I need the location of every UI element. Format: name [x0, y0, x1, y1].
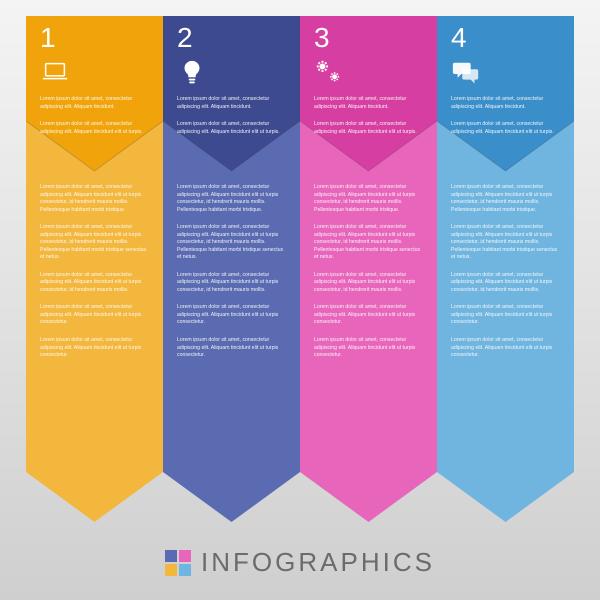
column-number: 3	[314, 22, 330, 54]
column-number: 2	[177, 22, 193, 54]
infographic-column: 2 Lorem ipsum dolor sit amet, consectetur…	[163, 16, 300, 522]
laptop-icon	[40, 58, 70, 88]
logo-square	[165, 564, 177, 576]
infographic-column: 4 Lorem ipsum dolor sit amet, consectetur…	[437, 16, 574, 522]
column-head-text: Lorem ipsum dolor sit amet, consectetur …	[40, 96, 151, 146]
column-number: 4	[451, 22, 467, 54]
logo-square	[179, 550, 191, 562]
infographic-stage: 1 Lorem ipsum dolor sit amet, consectetur…	[26, 16, 574, 522]
column-head-text: Lorem ipsum dolor sit amet, consectetur …	[451, 96, 562, 146]
footer-logo	[165, 550, 191, 576]
footer-title: INFOGRAPHICS	[201, 547, 435, 578]
infographic-column: 3 Lorem ipsum dolor sit amet, consectetur…	[300, 16, 437, 522]
gears-icon	[314, 58, 344, 88]
column-head-text: Lorem ipsum dolor sit amet, consectetur …	[177, 96, 288, 146]
chat-icon	[451, 58, 481, 88]
bulb-icon	[177, 58, 207, 88]
column-number: 1	[40, 22, 56, 54]
infographic-column: 1 Lorem ipsum dolor sit amet, consectetur…	[26, 16, 163, 522]
column-head-text: Lorem ipsum dolor sit amet, consectetur …	[314, 96, 425, 146]
column-body-text: Lorem ipsum dolor sit amet, consectetur …	[40, 184, 151, 370]
footer: INFOGRAPHICS	[0, 547, 600, 578]
column-body-text: Lorem ipsum dolor sit amet, consectetur …	[177, 184, 288, 370]
column-body-text: Lorem ipsum dolor sit amet, consectetur …	[451, 184, 562, 370]
logo-square	[165, 550, 177, 562]
logo-square	[179, 564, 191, 576]
column-body-text: Lorem ipsum dolor sit amet, consectetur …	[314, 184, 425, 370]
